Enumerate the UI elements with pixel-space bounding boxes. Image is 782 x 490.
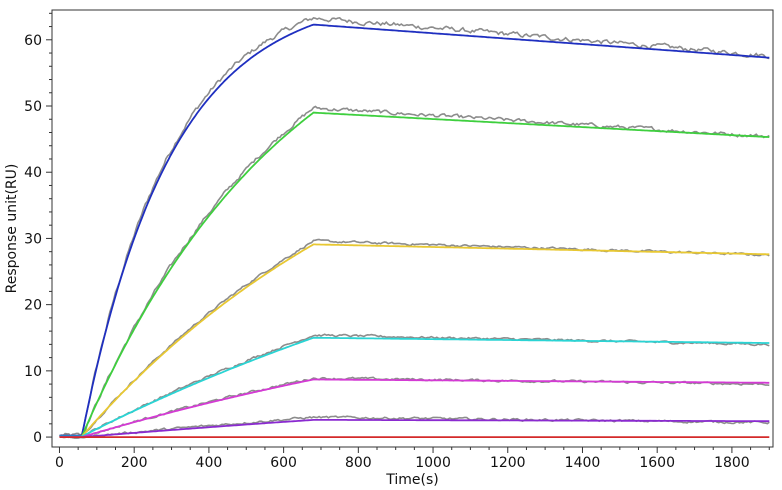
y-tick-label: 60 [24,33,42,49]
raw-trace-5 [59,376,770,439]
y-tick-label: 50 [24,99,42,115]
y-tick-label: 30 [24,231,42,247]
fit-curve-4 [59,336,770,438]
y-tick-label: 0 [33,430,42,446]
axes-layer: 0 200 400 600 800 1000 1200 1400 1600 1800 0 10 20 30… [24,9,774,471]
x-tick-label: 0 [55,455,64,471]
y-tick-label: 20 [24,298,42,314]
x-tick-label: 1000 [415,455,451,471]
fit-curve-5 [59,378,770,439]
fit-curve-6 [59,418,770,439]
x-tick-label: 200 [121,455,148,471]
fit-curves-layer [59,23,770,439]
x-tick-label: 1600 [639,455,675,471]
x-tick-label: 1200 [490,455,526,471]
x-tick-label: 600 [270,455,297,471]
y-tick-label: 40 [24,165,42,181]
fit-curve-3 [59,243,770,438]
x-tick-label: 400 [196,455,223,471]
fit-curve-1 [59,23,770,437]
x-tick-label: 800 [345,455,372,471]
y-axis-title: Response unit(RU) [4,164,20,294]
raw-data-layer [59,16,770,439]
raw-trace-3 [59,238,770,439]
fit-curve-2 [59,111,770,438]
raw-trace-1 [59,16,770,438]
x-tick-label: 1800 [714,455,750,471]
raw-trace-2 [59,105,770,439]
plot-frame [51,9,774,448]
y-tick-label: 10 [24,364,42,380]
x-tick-label: 1400 [565,455,601,471]
x-axis-title: Time(s) [385,472,438,488]
